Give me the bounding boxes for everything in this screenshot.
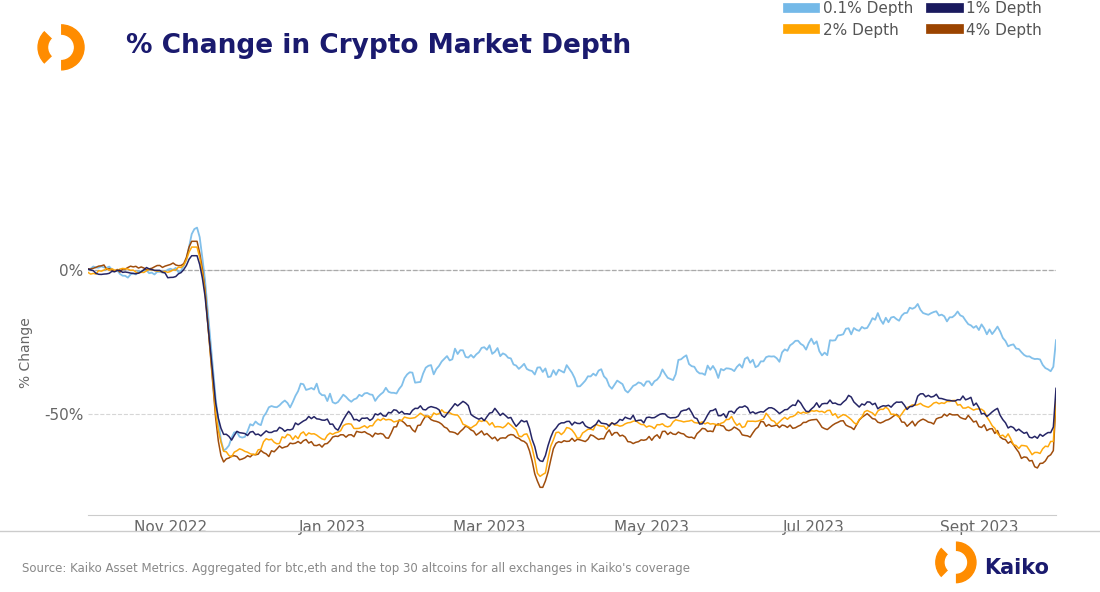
Legend: 0.1% Depth, 2% Depth, 1% Depth, 4% Depth: 0.1% Depth, 2% Depth, 1% Depth, 4% Depth (781, 0, 1048, 44)
Text: Kaiko: Kaiko (984, 558, 1049, 578)
Text: % Change in Crypto Market Depth: % Change in Crypto Market Depth (126, 33, 631, 59)
Circle shape (945, 552, 967, 573)
Polygon shape (932, 539, 956, 562)
Circle shape (48, 36, 74, 59)
Y-axis label: % Change: % Change (19, 317, 33, 388)
Circle shape (936, 542, 976, 583)
Text: Source: Kaiko Asset Metrics. Aggregated for btc,eth and the top 30 altcoins for : Source: Kaiko Asset Metrics. Aggregated … (22, 562, 690, 575)
Polygon shape (932, 562, 956, 586)
Polygon shape (34, 21, 62, 47)
Polygon shape (34, 47, 62, 74)
Circle shape (39, 25, 84, 70)
